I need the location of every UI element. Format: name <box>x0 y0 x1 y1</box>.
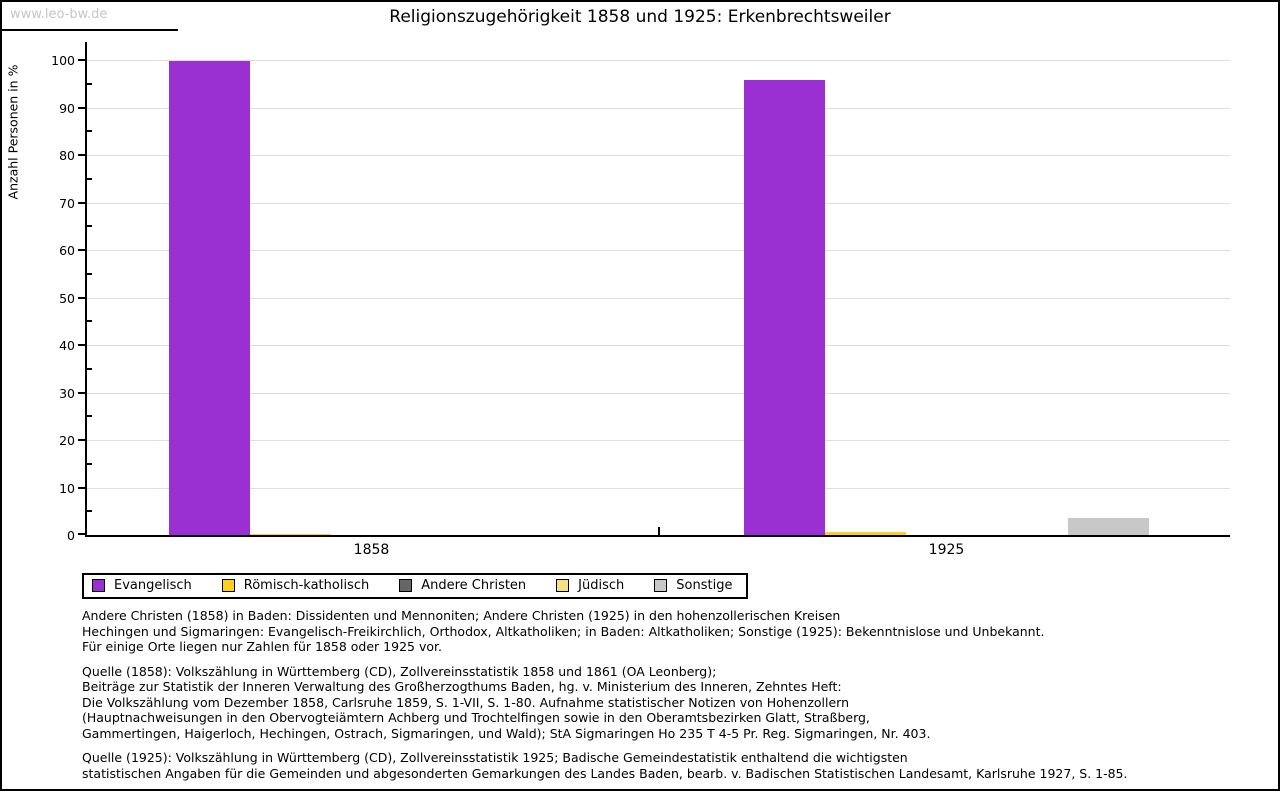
y-tick-60 <box>78 249 85 251</box>
gridline-100 <box>87 60 1230 61</box>
y-minor-tick-75 <box>87 177 92 180</box>
bar-r-misch-katholisch-1925 <box>825 532 906 535</box>
y-tick-label-100: 100 <box>51 53 75 68</box>
legend-label: Andere Christen <box>421 578 527 593</box>
x-axis-separator-tick <box>658 527 660 535</box>
legend-label: Jüdisch <box>578 578 625 593</box>
footnote-source-1925: Quelle (1925): Volkszählung in Württembe… <box>82 750 1128 781</box>
y-minor-tick-15 <box>87 462 92 465</box>
y-minor-tick-55 <box>87 272 92 275</box>
y-tick-label-30: 30 <box>59 385 75 401</box>
y-tick-70 <box>78 201 85 204</box>
gridline-90 <box>87 107 1230 109</box>
y-tick-30 <box>78 391 85 394</box>
bar-evangelisch-1858 <box>169 61 250 535</box>
legend-item-sonstige: Sonstige <box>654 578 732 593</box>
legend-swatch-roemisch-katholisch <box>221 579 235 592</box>
y-tick-label-70: 70 <box>59 195 75 211</box>
bar-sonstige-1925 <box>1068 518 1149 535</box>
y-tick-0 <box>78 533 85 535</box>
gridline-40 <box>87 345 1230 346</box>
legend-item-juedisch: Jüdisch <box>556 578 624 593</box>
x-category-label-1925: 1925 <box>928 542 965 558</box>
footnotes: Andere Christen (1858) in Baden: Disside… <box>82 608 1252 789</box>
y-minor-tick-45 <box>87 320 92 323</box>
legend-item-evangelisch: Evangelisch <box>92 578 192 593</box>
watermark-text: www.leo-bw.de <box>10 7 108 22</box>
legend-label: Römisch-katholisch <box>243 578 370 593</box>
bar-evangelisch-1925 <box>744 80 825 535</box>
y-tick-10 <box>78 486 85 489</box>
legend-swatch-andere-christen <box>399 579 413 592</box>
y-minor-tick-25 <box>87 415 92 418</box>
y-tick-label-60: 60 <box>59 243 75 258</box>
y-minor-tick-65 <box>87 225 92 228</box>
gridline-80 <box>87 155 1230 156</box>
plot-area: 0 10 20 30 40 50 60 70 80 90 100 1858 1925 <box>51 42 1230 558</box>
legend-swatch-evangelisch <box>92 579 105 592</box>
gridline-30 <box>87 392 1230 394</box>
y-tick-80 <box>78 154 85 156</box>
gridline-20 <box>87 440 1230 441</box>
y-tick-20 <box>78 439 85 441</box>
y-tick-label-0: 0 <box>67 528 75 543</box>
legend: Evangelisch Römisch-katholisch Andere Ch… <box>82 573 749 599</box>
y-axis-title: Anzahl Personen in % <box>5 64 21 200</box>
footnote-source-1858: Quelle (1858): Volkszählung in Württembe… <box>82 663 931 741</box>
page-title: Religionszugehörigkeit 1858 und 1925: Er… <box>389 7 891 27</box>
legend-swatch-sonstige <box>654 579 668 592</box>
legend-item-roemisch-katholisch: Römisch-katholisch <box>221 578 370 593</box>
gridline-50 <box>87 297 1230 299</box>
y-minor-tick-35 <box>87 367 92 370</box>
y-tick-label-50: 50 <box>59 290 75 306</box>
y-tick-label-80: 80 <box>59 148 75 163</box>
gridline-10 <box>87 487 1230 489</box>
gridline-60 <box>87 250 1230 251</box>
legend-label: Sonstige <box>676 578 733 593</box>
y-tick-100 <box>78 59 85 61</box>
y-tick-90 <box>78 106 85 109</box>
y-tick-label-90: 90 <box>59 100 75 116</box>
legend-label: Evangelisch <box>114 578 192 593</box>
y-tick-50 <box>78 296 85 299</box>
watermark: www.leo-bw.de <box>2 2 178 31</box>
legend-item-andere-christen: Andere Christen <box>399 578 526 593</box>
footnote-definitions: Andere Christen (1858) in Baden: Disside… <box>82 608 1045 654</box>
y-tick-label-20: 20 <box>59 433 75 448</box>
y-minor-tick-95 <box>87 82 92 85</box>
y-tick-label-10: 10 <box>59 480 75 496</box>
bar-r-misch-katholisch-1858 <box>250 534 331 535</box>
y-tick-label-40: 40 <box>59 338 75 353</box>
legend-swatch-juedisch <box>556 579 570 592</box>
y-minor-tick-85 <box>87 130 92 133</box>
gridline-70 <box>87 202 1230 204</box>
y-minor-tick-5 <box>87 510 92 513</box>
x-category-label-1858: 1858 <box>353 542 390 558</box>
y-tick-40 <box>78 344 85 346</box>
